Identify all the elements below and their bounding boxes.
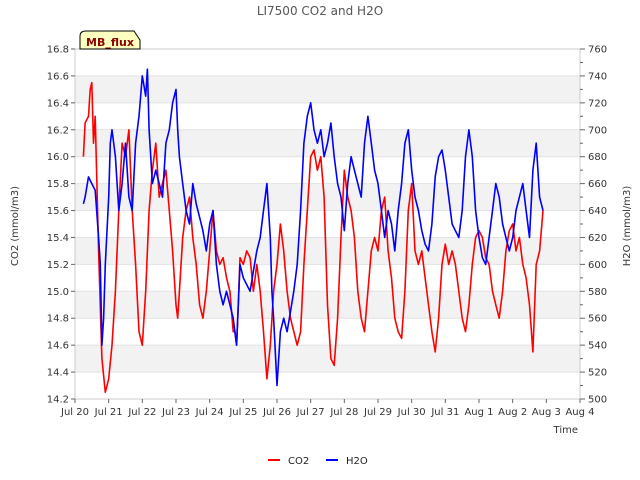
left-tick-label: 16.4 bbox=[47, 98, 69, 109]
grid-band bbox=[75, 345, 580, 373]
right-tick-label: 640 bbox=[588, 206, 607, 217]
series-line-co2 bbox=[82, 81, 544, 394]
chart-title: LI7500 CO2 and H2O bbox=[257, 4, 383, 18]
series-line-h2o bbox=[82, 68, 544, 387]
legend-label-co2: CO2 bbox=[288, 456, 309, 467]
x-tick-label: Aug 1 bbox=[464, 407, 493, 418]
grid-band bbox=[75, 210, 580, 238]
x-tick-label: Jul 25 bbox=[228, 407, 257, 418]
badge-label: MB_flux bbox=[86, 36, 134, 49]
grid-band bbox=[75, 318, 580, 346]
right-tick-label: 680 bbox=[588, 152, 607, 163]
y-axis-right-title: H2O (mmol/m3) bbox=[622, 186, 633, 267]
x-tick-label: Jul 27 bbox=[296, 407, 325, 418]
x-tick-label: Jul 30 bbox=[397, 407, 426, 418]
x-tick-label: Jul 20 bbox=[60, 407, 89, 418]
left-tick-label: 15.2 bbox=[47, 260, 69, 271]
x-tick-label: Jul 26 bbox=[262, 407, 291, 418]
grid-band bbox=[75, 156, 580, 184]
x-axis-title: Time bbox=[553, 425, 578, 436]
series-layer bbox=[82, 68, 544, 394]
grid-band bbox=[75, 102, 580, 130]
y-axis-left-title: CO2 (mmol/m3) bbox=[10, 186, 21, 266]
plot-background bbox=[75, 48, 580, 400]
right-tick-label: 540 bbox=[588, 341, 607, 352]
left-tick-label: 16.8 bbox=[47, 45, 69, 56]
left-tick-label: 15.6 bbox=[47, 206, 69, 217]
left-tick-label: 14.8 bbox=[47, 314, 69, 325]
left-tick-label: 16.6 bbox=[47, 71, 69, 82]
x-tick-label: Jul 24 bbox=[195, 407, 224, 418]
right-tick-label: 500 bbox=[588, 395, 607, 406]
site-badge: MB_flux bbox=[79, 30, 141, 50]
grid-band bbox=[75, 75, 580, 103]
legend-label-h2o: H2O bbox=[346, 456, 368, 467]
left-tick-label: 15.0 bbox=[47, 287, 69, 298]
x-axis: Jul 20 Jul 21 Jul 22 Jul 23 Jul 24 Jul 25 Jul … bbox=[60, 399, 595, 418]
right-tick-label: 660 bbox=[588, 179, 607, 190]
right-tick-label: 620 bbox=[588, 233, 607, 244]
grid-band bbox=[75, 237, 580, 265]
x-tick-label: Aug 3 bbox=[532, 407, 561, 418]
left-tick-label: 14.4 bbox=[47, 368, 69, 379]
right-axis: 500 520 540 560 580 600 620 640 660 680 700 720 740 7… bbox=[580, 45, 607, 406]
legend: CO2 H2O bbox=[268, 456, 368, 467]
x-tick-label: Jul 23 bbox=[161, 407, 190, 418]
left-tick-label: 15.4 bbox=[47, 233, 69, 244]
right-tick-label: 600 bbox=[588, 260, 607, 271]
grid-band bbox=[75, 49, 580, 76]
left-tick-label: 15.8 bbox=[47, 179, 69, 190]
right-tick-label: 700 bbox=[588, 125, 607, 136]
left-tick-label: 16.0 bbox=[47, 152, 69, 163]
x-tick-label: Jul 29 bbox=[363, 407, 392, 418]
right-tick-label: 720 bbox=[588, 98, 607, 109]
right-tick-label: 560 bbox=[588, 314, 607, 325]
right-tick-label: 760 bbox=[588, 45, 607, 56]
left-axis: 14.2 14.4 14.6 14.8 15.0 15.2 15.4 15.6 15.8 16.0… bbox=[47, 45, 75, 406]
x-tick-label: Aug 4 bbox=[565, 407, 594, 418]
x-tick-label: Aug 2 bbox=[498, 407, 527, 418]
x-tick-label: Jul 28 bbox=[329, 407, 358, 418]
right-tick-label: 740 bbox=[588, 71, 607, 82]
right-tick-label: 520 bbox=[588, 368, 607, 379]
grid-band bbox=[75, 372, 580, 399]
right-tick-label: 580 bbox=[588, 287, 607, 298]
x-tick-label: Jul 31 bbox=[430, 407, 459, 418]
x-tick-label: Jul 21 bbox=[94, 407, 123, 418]
left-tick-label: 16.2 bbox=[47, 125, 69, 136]
left-tick-label: 14.2 bbox=[47, 395, 69, 406]
left-tick-label: 14.6 bbox=[47, 341, 69, 352]
x-tick-label: Jul 22 bbox=[127, 407, 156, 418]
